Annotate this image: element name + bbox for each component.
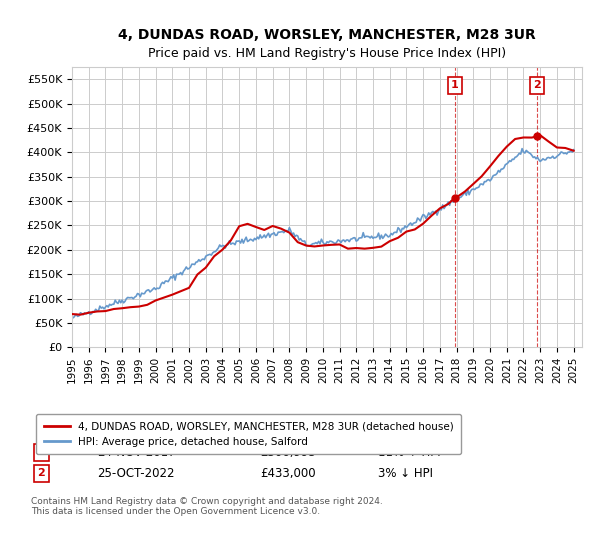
Text: Price paid vs. HM Land Registry's House Price Index (HPI): Price paid vs. HM Land Registry's House … (148, 47, 506, 60)
Text: Contains HM Land Registry data © Crown copyright and database right 2024.
This d: Contains HM Land Registry data © Crown c… (31, 497, 383, 516)
Text: 1: 1 (38, 447, 45, 457)
Text: £433,000: £433,000 (260, 466, 316, 480)
Text: £306,995: £306,995 (260, 446, 317, 459)
Legend: 4, DUNDAS ROAD, WORSLEY, MANCHESTER, M28 3UR (detached house), HPI: Average pric: 4, DUNDAS ROAD, WORSLEY, MANCHESTER, M28… (37, 414, 461, 454)
Text: 1: 1 (451, 81, 459, 90)
Text: 4, DUNDAS ROAD, WORSLEY, MANCHESTER, M28 3UR: 4, DUNDAS ROAD, WORSLEY, MANCHESTER, M28… (118, 28, 536, 42)
Text: 25-OCT-2022: 25-OCT-2022 (97, 466, 175, 480)
Text: 2: 2 (38, 468, 45, 478)
Text: 2: 2 (533, 81, 541, 90)
Text: 11% ↑ HPI: 11% ↑ HPI (378, 446, 440, 459)
Text: 3% ↓ HPI: 3% ↓ HPI (378, 466, 433, 480)
Text: 24-NOV-2017: 24-NOV-2017 (97, 446, 176, 459)
